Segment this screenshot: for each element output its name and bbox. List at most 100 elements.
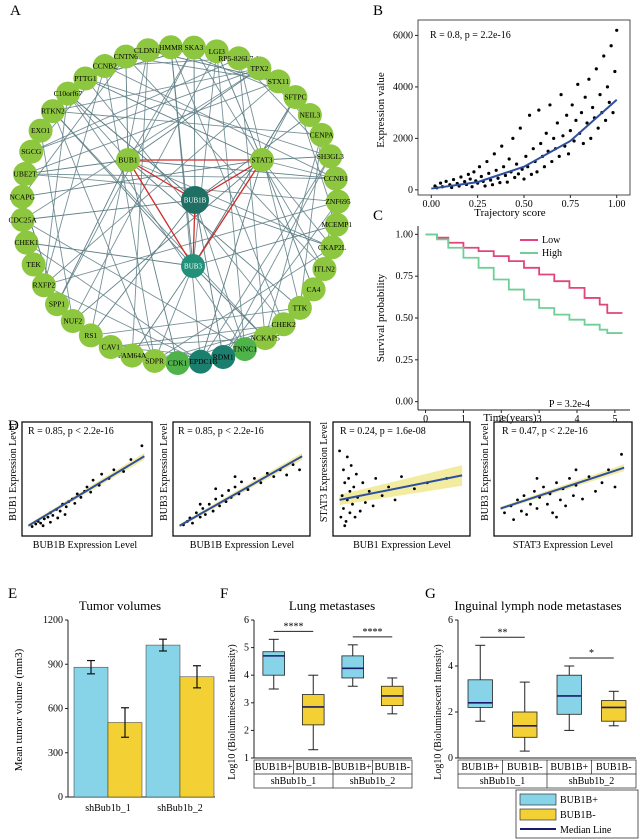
network-edge	[24, 81, 279, 175]
network-node	[232, 337, 257, 362]
panel-d-point	[214, 497, 218, 501]
panel-letter-c: C	[373, 208, 383, 224]
panel-d-point	[559, 498, 562, 502]
panel-b-xtick-label: 0.75	[562, 199, 580, 210]
network-node-label: SGCG	[21, 147, 42, 156]
panel-d-point	[345, 455, 349, 459]
panel-b-point	[494, 168, 498, 172]
bar-panel-e: Tumor volumes Mean tumor volume (mm3) 0 3…	[13, 598, 215, 814]
network-node-label: CNTN6	[114, 52, 138, 61]
network-node-label: C10orf67	[54, 89, 83, 98]
network-edge	[25, 159, 129, 175]
panel-b-point	[559, 93, 563, 97]
panel-d3-xlabel: BUB1 Expression Level	[353, 540, 451, 551]
panel-d-point	[542, 485, 545, 489]
panel-d-point	[218, 504, 221, 508]
panel-e-ytick-label: 0	[58, 792, 63, 803]
panel-b-point	[574, 118, 578, 122]
network-node-label: NCKAP5	[251, 334, 280, 343]
network-edge	[200, 159, 263, 362]
panelG-ytick-label: 4	[448, 661, 453, 672]
network-node	[301, 277, 326, 302]
panel-d-frame	[332, 421, 471, 537]
panel-d-point	[555, 481, 558, 485]
panel-d-point	[58, 509, 62, 513]
network-edge	[31, 67, 260, 153]
panel-d-point	[291, 463, 295, 467]
network-edge	[52, 110, 194, 267]
network-hub-node	[250, 148, 274, 172]
network-edge	[192, 96, 296, 267]
panel-d-point	[353, 515, 357, 519]
network-edge	[127, 159, 333, 248]
panel-d-point	[56, 516, 60, 520]
network-node-label: UBE2T	[13, 169, 37, 178]
panel-d-point	[555, 515, 558, 519]
panelG-box-label: BUB1B+	[550, 762, 588, 773]
panelG-sig-label: **	[498, 627, 508, 638]
network-node-label: DEPDC1B	[184, 357, 217, 366]
panel-b-point	[527, 113, 532, 117]
panel-d2-xlabel: BUB1B Expression Level	[190, 540, 295, 551]
network-node	[73, 66, 98, 91]
panel-c-xtick-label: 2	[499, 414, 504, 425]
network-node	[181, 35, 206, 60]
panel-d-point	[533, 489, 536, 493]
network-node-label: CCNB1	[324, 174, 348, 183]
network-edge	[25, 173, 336, 180]
panel-d-point	[233, 485, 237, 489]
panel-e-title: Tumor volumes	[79, 598, 161, 613]
panel-g-title: Inguinal lymph node metastases	[454, 598, 621, 613]
network-node-label: CENPA	[310, 130, 334, 139]
panel-d-point	[522, 494, 526, 497]
network-edge	[127, 159, 336, 180]
legend-high-label: High	[542, 248, 562, 259]
network-node	[142, 348, 167, 373]
network-red-edge	[192, 159, 263, 267]
network-node-label: ITLN2	[314, 265, 335, 274]
panel-e-bar	[145, 644, 181, 798]
panelF-box-label: BUB1B-	[374, 762, 410, 773]
panel-b-point	[539, 141, 543, 146]
network-hub-label: BUB1	[118, 156, 137, 165]
panel-d-point	[574, 468, 578, 472]
network-node-label: MCEMP1	[321, 220, 352, 229]
legend-low-label: Low	[542, 235, 561, 246]
network-node	[136, 38, 161, 63]
panel-d-point	[387, 485, 390, 489]
panel-d-point	[233, 475, 237, 479]
network-node-label: RP5-826L7.1	[218, 54, 259, 63]
network-edge	[222, 156, 331, 358]
network-node-label: SH3GL3	[317, 152, 344, 161]
panel-b-point	[581, 141, 585, 146]
legend-pos-label: BUB1B+	[560, 795, 598, 806]
panel-c-ytick-label: 0.50	[396, 313, 414, 324]
network-hub-label: BUB3	[184, 263, 202, 271]
panel-b-point	[468, 177, 472, 181]
panel-b-point	[609, 44, 613, 48]
panel-d-point	[340, 494, 344, 497]
network-edge	[26, 242, 194, 267]
box-panel-f: Lung metastases Log10 (Bioluminescent In…	[227, 598, 413, 789]
panel-d-point	[343, 481, 347, 485]
network-node-label: TTK	[293, 303, 308, 312]
network-edge	[261, 159, 333, 248]
panel-b-point	[585, 121, 589, 125]
network-edge	[238, 58, 266, 339]
network-edge	[43, 65, 106, 286]
panel-c-xtick-label: 1	[461, 414, 466, 425]
network-edge	[40, 130, 74, 322]
panel-d-point	[246, 488, 250, 491]
panelG-group-label: shBub1b_2	[569, 776, 615, 787]
network-node	[297, 103, 322, 128]
panel-d-point	[75, 492, 79, 496]
network-node-label: LGI3	[209, 47, 225, 56]
network-node-label: CAV1	[101, 343, 120, 352]
panel-d-point	[413, 487, 416, 491]
network-edge	[43, 93, 69, 286]
network-edge	[216, 51, 246, 350]
panel-b-point	[605, 85, 610, 89]
panel-d-point	[100, 472, 104, 476]
